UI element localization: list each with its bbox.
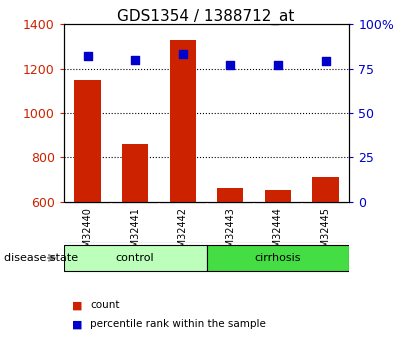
Point (180, 52, 186, 57)
Point (322, 59, 329, 64)
Text: control: control (116, 253, 155, 263)
Bar (122, 144, 148, 202)
Point (132, 57, 139, 62)
Text: disease state: disease state (4, 253, 78, 263)
Text: GDS1354 / 1388712_at: GDS1354 / 1388712_at (117, 9, 294, 25)
Bar (206, 245, 349, 271)
Bar (265, 190, 291, 202)
Text: cirrhosis: cirrhosis (255, 253, 301, 263)
Text: GSM32443: GSM32443 (225, 207, 236, 260)
Text: ■: ■ (72, 319, 83, 329)
Text: GSM32442: GSM32442 (178, 207, 188, 260)
Bar (217, 188, 243, 202)
Point (227, 62, 233, 68)
Bar (64, 245, 206, 271)
Bar (170, 40, 196, 202)
Point (275, 62, 281, 68)
Text: GSM32441: GSM32441 (130, 207, 140, 260)
Bar (74, 80, 101, 202)
Text: GSM32444: GSM32444 (273, 207, 283, 260)
Point (84, 53, 91, 59)
Text: GSM32445: GSM32445 (321, 207, 330, 260)
Text: percentile rank within the sample: percentile rank within the sample (90, 319, 266, 329)
Text: count: count (90, 300, 120, 310)
Text: ■: ■ (72, 300, 83, 310)
Text: GSM32440: GSM32440 (83, 207, 92, 260)
Bar (312, 177, 339, 202)
